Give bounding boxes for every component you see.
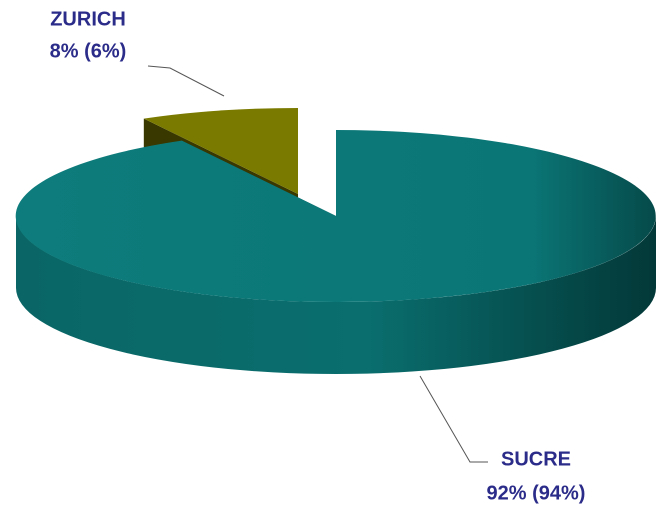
slice-label: ZURICH xyxy=(50,8,126,30)
slice-value-label: 92% (94%) xyxy=(487,482,586,504)
slice-value-label: 8% (6%) xyxy=(50,40,127,62)
pie xyxy=(15,107,656,374)
leader-line xyxy=(419,375,488,463)
slice xyxy=(143,107,298,194)
leader-line xyxy=(147,65,225,97)
slice-side xyxy=(16,216,656,374)
slice-label: SUCRE xyxy=(501,448,571,470)
slice xyxy=(15,130,656,302)
